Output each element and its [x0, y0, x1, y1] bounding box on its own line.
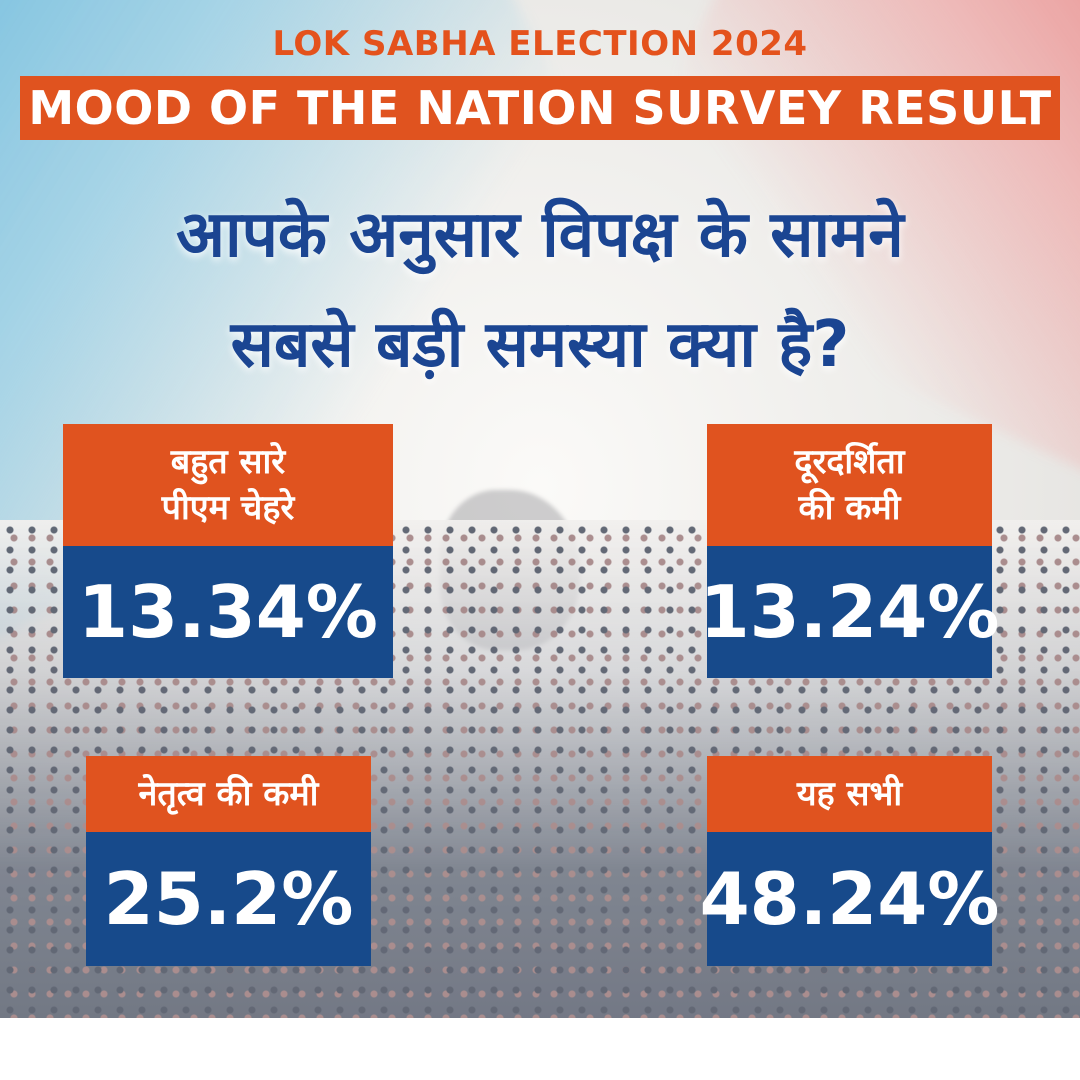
question-line-2: सबसे बड़ी समस्या क्या है? [230, 308, 850, 382]
result-label: यह सभी [707, 756, 992, 832]
result-label-line-1: बहुत सारे [170, 442, 286, 482]
bottom-strip [0, 1018, 1080, 1080]
result-label-line-1: दूरदर्शिता [794, 442, 905, 482]
result-value: 25.2% [86, 832, 371, 966]
result-value: 13.24% [700, 546, 999, 678]
result-card-many-pm-faces: बहुत सारे पीएम चेहरे 13.34% [63, 424, 393, 678]
result-label: बहुत सारे पीएम चेहरे [63, 424, 393, 546]
question-line-1: आपके अनुसार विपक्ष के सामने [176, 198, 904, 272]
result-card-lack-of-leadership: नेतृत्व की कमी 25.2% [86, 756, 371, 966]
result-card-all-of-these: यह सभी 48.24% [700, 756, 999, 966]
result-value: 48.24% [700, 832, 999, 966]
result-label-line-2: की कमी [798, 488, 901, 528]
result-label-line-1: नेतृत्व की कमी [138, 774, 319, 814]
survey-question: आपके अनुसार विपक्ष के सामने सबसे बड़ी सम… [40, 180, 1040, 400]
result-label-line-2: पीएम चेहरे [161, 488, 295, 528]
result-card-lack-of-vision: दूरदर्शिता की कमी 13.24% [700, 424, 999, 678]
election-kicker: LOK SABHA ELECTION 2024 [272, 24, 808, 64]
survey-banner: MOOD OF THE NATION SURVEY RESULT [20, 76, 1060, 140]
result-label: नेतृत्व की कमी [86, 756, 371, 832]
result-label-line-1: यह सभी [796, 774, 903, 814]
result-label: दूरदर्शिता की कमी [707, 424, 992, 546]
result-value: 13.34% [63, 546, 393, 678]
